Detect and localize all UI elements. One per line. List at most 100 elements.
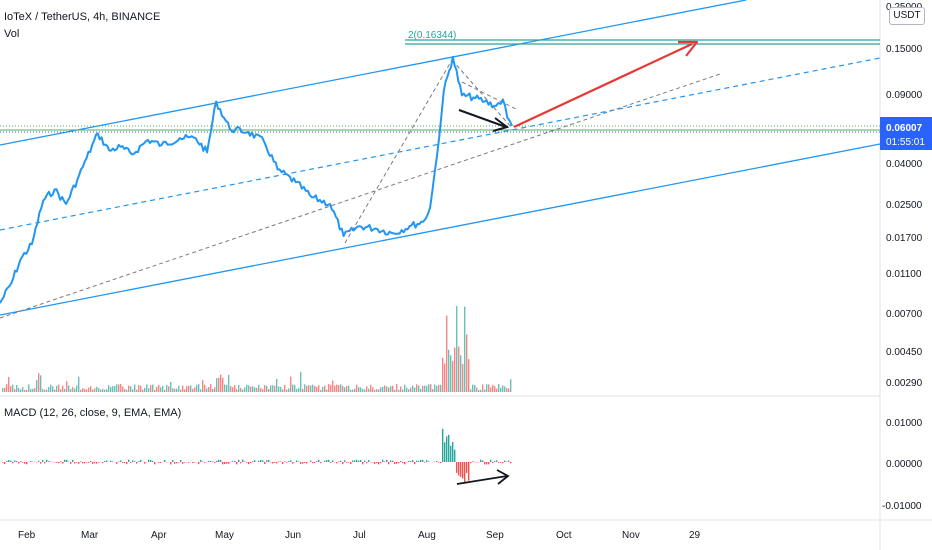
- volume-bar: [312, 384, 314, 392]
- macd-bar: [30, 460, 32, 462]
- volume-bar: [76, 385, 78, 392]
- volume-bar: [348, 385, 350, 392]
- volume-bar: [222, 377, 224, 392]
- macd-bar: [172, 459, 174, 462]
- grey-dashed-leg-3: [461, 81, 519, 111]
- volume-bar: [220, 374, 222, 392]
- macd-bar: [266, 460, 268, 462]
- volume-bar: [260, 388, 262, 392]
- volume-bar: [476, 387, 478, 392]
- macd-bar: [428, 461, 430, 462]
- volume-bar: [288, 388, 290, 392]
- volume-bar: [152, 384, 154, 392]
- macd-bar: [328, 459, 330, 462]
- macd-bar: [58, 462, 60, 464]
- volume-bar: [410, 387, 412, 392]
- macd-bar: [384, 461, 386, 462]
- volume-bar: [84, 388, 86, 392]
- volume-bar: [480, 389, 482, 392]
- volume-bar: [326, 389, 328, 392]
- macd-bar: [458, 462, 460, 476]
- macd-bar: [224, 462, 226, 465]
- macd-bar: [176, 462, 178, 464]
- macd-bar: [342, 462, 344, 465]
- volume-bar: [102, 388, 104, 392]
- x-tick-label: Apr: [151, 530, 167, 541]
- macd-bar: [404, 462, 406, 465]
- volume-bar: [478, 389, 480, 392]
- macd-bar: [454, 449, 456, 462]
- volume-bar: [148, 388, 150, 392]
- macd-bar: [378, 462, 380, 465]
- x-tick-label: Jun: [285, 530, 301, 541]
- volume-bar: [268, 388, 270, 392]
- volume-bar: [80, 389, 82, 392]
- macd-bar: [22, 462, 24, 463]
- macd-bar: [356, 459, 358, 462]
- volume-bar: [328, 384, 330, 392]
- macd-bar: [446, 436, 448, 462]
- volume-bar: [502, 385, 504, 392]
- volume-bar: [74, 388, 76, 392]
- macd-bar: [396, 462, 398, 464]
- macd-bar: [44, 462, 46, 464]
- macd-bar: [468, 462, 470, 481]
- macd-bar: [368, 460, 370, 462]
- macd-bar: [488, 462, 490, 465]
- macd-bar: [130, 462, 132, 464]
- volume-bar: [344, 387, 346, 392]
- macd-bar: [170, 462, 172, 465]
- macd-indicator-label[interactable]: MACD (12, 26, close, 9, EMA, EMA): [4, 407, 182, 419]
- red-projection-arrow: [513, 43, 693, 128]
- volume-bar: [320, 389, 322, 392]
- volume-bar: [280, 386, 282, 392]
- volume-bar: [130, 386, 132, 392]
- macd-bar: [26, 462, 28, 465]
- macd-bar: [462, 462, 464, 479]
- macd-bar: [228, 462, 230, 464]
- currency-button[interactable]: USDT: [889, 7, 925, 25]
- macd-bar: [292, 462, 294, 464]
- macd-bar: [192, 462, 194, 464]
- volume-indicator-label[interactable]: Vol: [4, 28, 20, 40]
- macd-bar: [450, 445, 452, 462]
- symbol-title[interactable]: IoTeX / TetherUS, 4h, BINANCE: [4, 11, 161, 23]
- macd-bar: [418, 461, 420, 462]
- macd-bar: [120, 460, 122, 462]
- macd-bar: [344, 460, 346, 462]
- volume-bar: [132, 389, 134, 392]
- macd-bar: [472, 461, 474, 462]
- volume-bar: [402, 389, 404, 392]
- volume-bar: [432, 389, 434, 392]
- macd-bar: [226, 462, 228, 464]
- macd-bar: [14, 460, 16, 462]
- x-tick-label: Feb: [18, 530, 36, 541]
- volume-bar: [44, 389, 46, 392]
- volume-bar: [186, 386, 188, 392]
- macd-bar: [340, 460, 342, 462]
- macd-histogram: [2, 428, 512, 484]
- macd-bar: [84, 462, 86, 464]
- volume-bar: [40, 375, 42, 392]
- bar-countdown: 01:55:01: [886, 137, 925, 148]
- macd-bar: [358, 460, 360, 462]
- volume-bar: [10, 386, 12, 392]
- macd-bar: [412, 459, 414, 462]
- macd-bar: [400, 461, 402, 462]
- volume-bar: [54, 389, 56, 392]
- macd-bar: [128, 459, 130, 462]
- y-tick-label: 0.00290: [886, 378, 923, 389]
- volume-bar: [180, 389, 182, 392]
- macd-bar: [410, 461, 412, 462]
- macd-bar: [72, 459, 74, 462]
- macd-bar: [184, 462, 186, 463]
- macd-bar: [312, 462, 314, 464]
- macd-bar: [218, 459, 220, 462]
- volume-bar: [298, 387, 300, 392]
- macd-bar: [496, 460, 498, 462]
- volume-bar: [170, 381, 172, 392]
- volume-bar: [372, 387, 374, 392]
- macd-bar: [244, 461, 246, 462]
- volume-bar: [144, 388, 146, 392]
